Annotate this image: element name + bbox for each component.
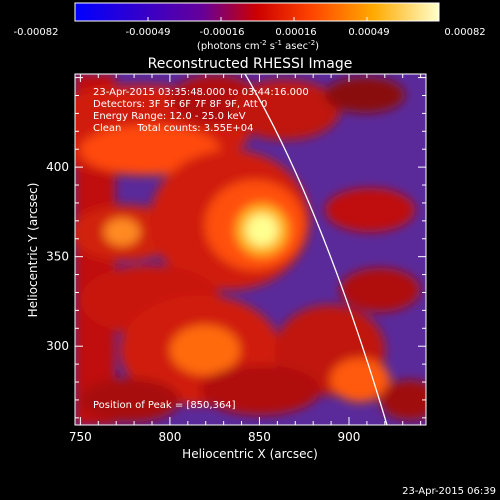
colorbar-tick-label: -0.00082 xyxy=(14,27,59,38)
peak-position-annotation: Position of Peak = [850,364] xyxy=(93,400,236,411)
x-tick-label: 800 xyxy=(158,430,181,444)
x-tick-label: 850 xyxy=(248,430,271,444)
chart-title: Reconstructed RHESSI Image xyxy=(148,56,353,72)
colorbar xyxy=(74,2,440,22)
solar-limb-curve xyxy=(244,74,388,425)
colorbar-tick-label: 0.00082 xyxy=(444,27,485,38)
clean-counts-annotation: Clean Total counts: 3.55E+04 xyxy=(93,123,253,134)
detectors-annotation: Detectors: 3F 5F 6F 7F 8F 9F, Att 0 xyxy=(93,99,267,110)
colorbar-ticks xyxy=(74,17,440,21)
colorbar-tick-label: 0.00049 xyxy=(348,27,389,38)
y-tick-label: 350 xyxy=(46,250,69,264)
x-tick-label: 900 xyxy=(338,430,361,444)
y-tick-label: 300 xyxy=(46,339,69,353)
x-axis-label: Heliocentric X (arcsec) xyxy=(182,447,318,461)
colorbar-tick-label: -0.00049 xyxy=(126,27,171,38)
heatmap-image xyxy=(75,74,426,425)
colorbar-tick-label: -0.00016 xyxy=(200,27,245,38)
colorbar-units: (photons cm-2 s-1 asec-2) xyxy=(197,39,319,52)
energy-range-annotation: Energy Range: 12.0 - 25.0 keV xyxy=(93,111,246,122)
y-axis-label: Heliocentric Y (arcsec) xyxy=(26,183,40,318)
plot-frame xyxy=(74,73,427,426)
colorbar-tick-label: 0.00016 xyxy=(275,27,316,38)
y-tick-label: 400 xyxy=(46,160,69,174)
footer-timestamp: 23-Apr-2015 06:39 xyxy=(402,486,496,497)
time-range-annotation: 23-Apr-2015 03:35:48.000 to 03:44:16.000 xyxy=(93,87,309,98)
x-tick-label: 750 xyxy=(69,430,92,444)
